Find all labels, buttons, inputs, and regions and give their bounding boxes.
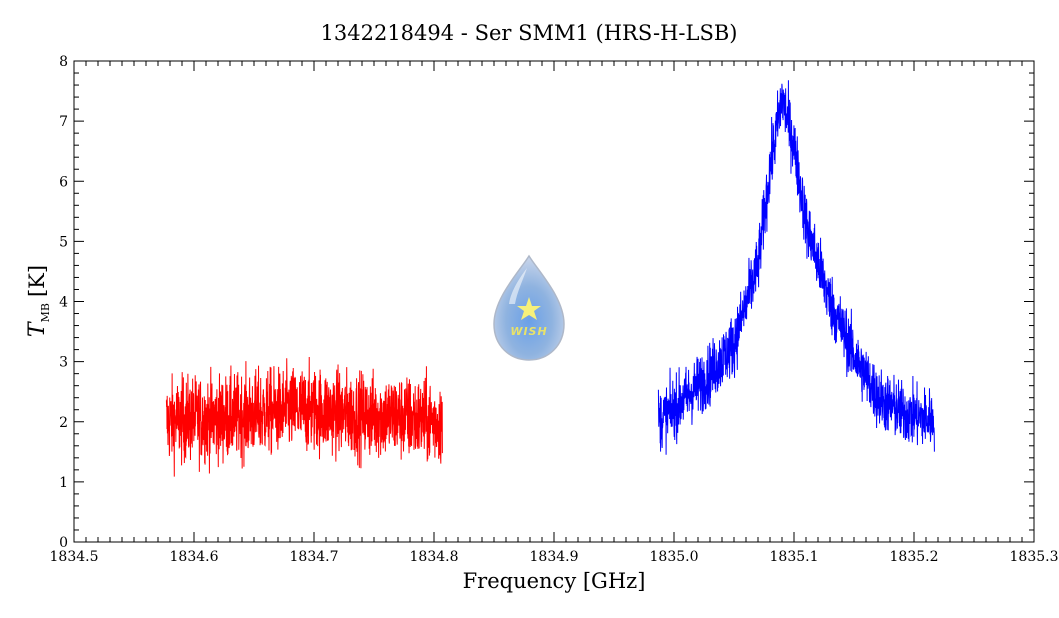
chart-title: 1342218494 - Ser SMM1 (HRS-H-LSB) (321, 21, 738, 45)
x-tick-label: 1835.3 (1010, 549, 1059, 565)
x-axis-label: Frequency [GHz] (463, 569, 646, 593)
y-tick-label: 8 (59, 54, 68, 70)
y-axis-label-subscript: MB (39, 303, 52, 322)
x-tick-label: 1834.7 (290, 549, 339, 565)
x-tick-label: 1834.9 (530, 549, 579, 565)
x-tick-label: 1835.2 (890, 549, 939, 565)
logo-text: WISH (510, 325, 547, 338)
x-tick-label: 1835.0 (650, 549, 699, 565)
y-tick-label: 0 (59, 535, 68, 551)
svg-text:TMB[K]: TMB [K] (25, 265, 52, 337)
x-tick-label: 1835.1 (770, 549, 819, 565)
spectrum-series-red (165, 357, 443, 477)
water-drop-star-icon: WISH (493, 254, 565, 361)
y-tick-label: 4 (59, 295, 68, 311)
spectrum-series-blue (657, 80, 935, 455)
x-axis: 1834.5 1834.6 1834.7 1834.8 1834.9 1835.0 1835… (50, 61, 1059, 565)
x-tick-label: 1834.6 (170, 549, 219, 565)
y-tick-label: 6 (59, 174, 68, 190)
y-tick-label: 5 (59, 234, 68, 250)
x-tick-label: 1834.8 (410, 549, 459, 565)
y-tick-label: 7 (59, 114, 68, 130)
y-tick-label: 2 (59, 415, 68, 431)
series-layer (165, 80, 935, 477)
y-axis-label-unit: [K] (25, 265, 49, 297)
y-tick-label: 3 (59, 355, 68, 371)
y-axis-label: TMB [K] (25, 265, 52, 337)
y-axis-label-symbol: T (25, 320, 50, 337)
y-axis: 0 1 2 3 4 5 6 7 8 (59, 54, 1034, 551)
y-tick-label: 1 (59, 475, 68, 491)
x-tick-label: 1834.5 (50, 549, 99, 565)
